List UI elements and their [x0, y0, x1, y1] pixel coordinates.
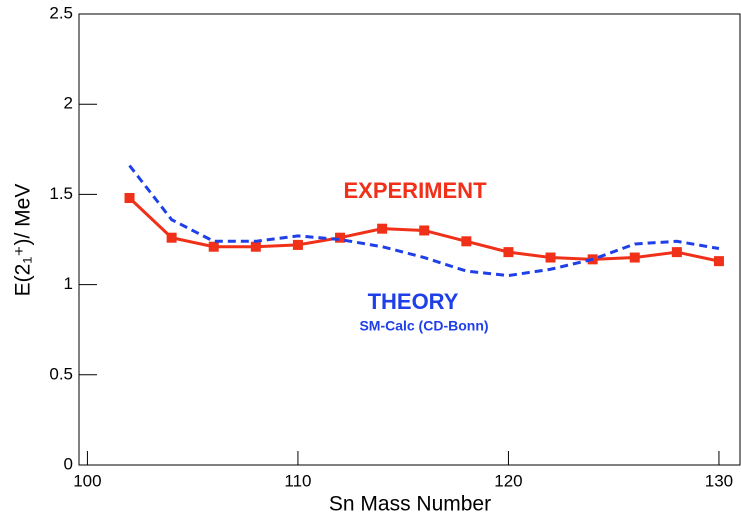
annotation: SM-Calc (CD-Bonn): [359, 318, 488, 334]
y-axis-label: E(2₁⁺)/ MeV: [12, 184, 35, 297]
data-point: [713, 256, 724, 267]
series-line: [128, 164, 720, 278]
series-label: THEORY: [368, 289, 459, 314]
y-tick-label: 2.5: [49, 3, 73, 22]
data-point: [419, 225, 430, 236]
data-point: [124, 193, 135, 204]
plot-frame: [78, 13, 741, 466]
x-tick-label: 100: [73, 471, 101, 490]
x-tick-label: 110: [284, 471, 311, 490]
x-tick-label: 120: [494, 471, 522, 490]
data-point: [250, 241, 261, 252]
y-tick-label: 2: [64, 94, 73, 113]
y-tick-label: 1: [64, 274, 73, 293]
data-point: [503, 247, 514, 258]
data-point: [292, 239, 303, 250]
y-tick-label: 1.5: [49, 184, 73, 203]
y-tick-label: 0.5: [49, 364, 73, 383]
x-tick-label: 130: [705, 471, 733, 490]
data-point: [461, 236, 472, 247]
series-label: EXPERIMENT: [343, 178, 487, 203]
data-point: [377, 223, 388, 234]
data-point: [671, 247, 682, 258]
y-tick-label: 0: [64, 454, 73, 473]
data-point: [545, 252, 556, 263]
data-point: [335, 232, 346, 243]
data-point: [166, 232, 177, 243]
data-point: [208, 241, 219, 252]
data-point: [629, 252, 640, 263]
x-axis-label: Sn Mass Number: [329, 493, 491, 516]
